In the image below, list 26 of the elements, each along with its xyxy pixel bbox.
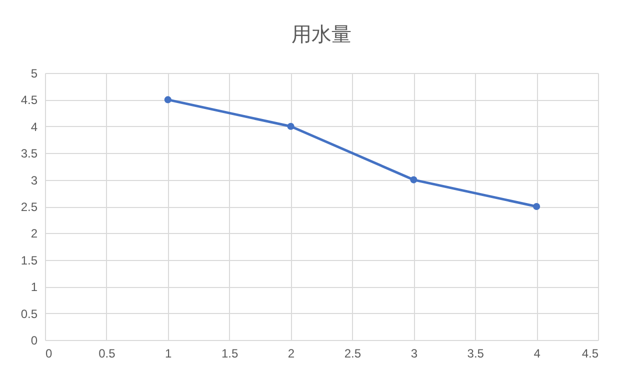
x-tick-label: 0 xyxy=(46,346,52,360)
x-tick-label: 4.5 xyxy=(582,346,599,360)
chart-title: 用水量 xyxy=(292,24,352,46)
y-tick-label: 4.5 xyxy=(20,93,38,108)
point xyxy=(533,202,540,210)
x-tick-label: 2 xyxy=(288,346,295,360)
point xyxy=(164,96,172,104)
y-tick-label: 1 xyxy=(30,280,38,294)
x-tick-label: 1.5 xyxy=(221,346,238,360)
y-tick-label: 5 xyxy=(30,66,38,80)
point xyxy=(287,122,294,130)
x-tick-label: 4 xyxy=(534,346,541,360)
point xyxy=(410,176,418,184)
y-tick-label: 2.5 xyxy=(20,200,38,214)
x-tick-label: 3.5 xyxy=(467,346,484,360)
y-tick-label: 3.5 xyxy=(20,146,38,161)
y-tick-label: 2 xyxy=(30,226,38,241)
y-tick-label: 0 xyxy=(30,334,38,348)
x-tick-label: 0.5 xyxy=(98,346,116,360)
x-tick-label: 3 xyxy=(410,346,418,360)
y-tick-label: 4 xyxy=(30,120,38,134)
y-tick-label: 3 xyxy=(30,173,38,188)
x-tick-label: 2.5 xyxy=(344,346,362,360)
y-tick-label: 1.5 xyxy=(20,253,38,268)
x-tick-label: 1 xyxy=(165,346,172,360)
y-tick-label: 0.5 xyxy=(20,306,38,321)
